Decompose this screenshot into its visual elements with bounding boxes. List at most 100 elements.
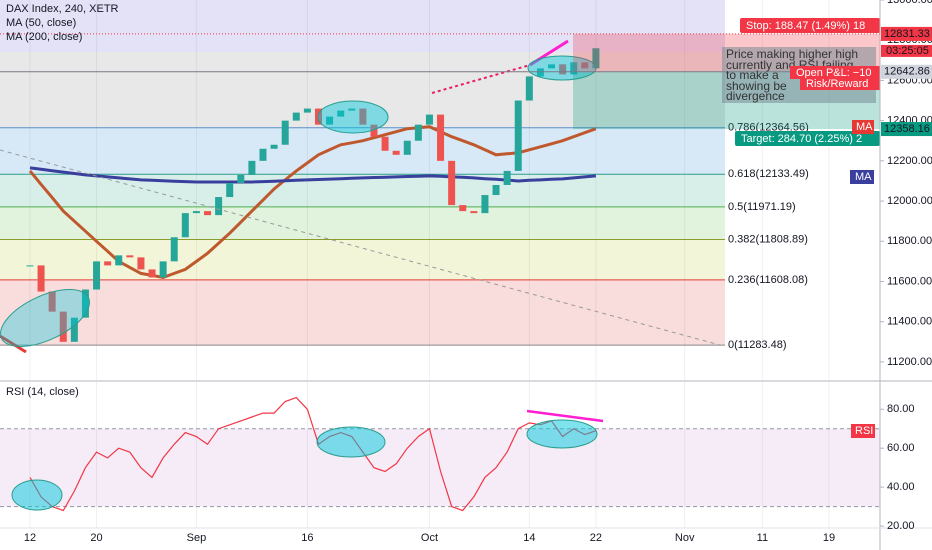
fib-label: 0.236(11608.08): [728, 274, 808, 286]
price-tag: 12642.86: [884, 66, 930, 78]
divergence-line-dotted: [431, 64, 531, 94]
target-label-box: [735, 131, 880, 146]
x-tick-label: Oct: [421, 532, 438, 544]
candle: [470, 211, 478, 214]
candle: [59, 311, 67, 342]
fib-label: 0.786(12364.56): [728, 122, 809, 134]
x-tick-label: 11: [757, 532, 768, 544]
ma-tag-box: [852, 120, 874, 134]
series-line: [29, 166, 597, 184]
highlight-ellipse: [11, 479, 63, 511]
candle: [37, 265, 45, 292]
candle: [403, 140, 411, 155]
candle: [459, 205, 467, 212]
series-line: [28, 125, 597, 280]
candle: [226, 182, 234, 198]
candle: [492, 184, 500, 196]
legend-entry: MA (50, close): [6, 17, 76, 29]
y-tick-label: 11400.00: [887, 316, 932, 328]
candle: [159, 261, 167, 278]
candle: [448, 160, 456, 206]
price-tag-box: [881, 64, 932, 79]
highlight-ellipse: [0, 289, 90, 347]
fib-band: [0, 174, 725, 207]
candle: [248, 160, 256, 175]
y-tick-label: 12200.00: [887, 155, 932, 167]
y-tick-label: 11200.00: [887, 356, 932, 368]
y-tick-label: 20.00: [887, 520, 915, 532]
rsi-tag-box: [851, 424, 875, 438]
y-tick-label: 13000.00: [887, 0, 932, 6]
candle: [592, 48, 600, 69]
rr-label-box: [800, 78, 880, 90]
candle: [548, 64, 556, 69]
candle: [93, 261, 101, 290]
candle: [281, 120, 289, 145]
fib-band: [0, 279, 725, 346]
target-label: Target: 284.70 (2.25%) 2: [741, 133, 862, 145]
fib-label: 0.618(12133.49): [728, 168, 809, 180]
stop-label-box: [740, 18, 880, 33]
x-tick-label: 19: [823, 532, 835, 544]
highlight-ellipse: [316, 426, 386, 458]
x-tick-label: Sep: [187, 532, 207, 544]
note-line: showing be: [726, 79, 787, 93]
x-tick-label: 20: [90, 532, 102, 544]
x-tick-label: 14: [523, 532, 535, 544]
price-tag-box: [881, 122, 932, 137]
fib-band: [0, 127, 725, 175]
candle: [181, 213, 189, 238]
fib-band: [0, 206, 725, 240]
candle: [81, 289, 89, 318]
candle: [137, 257, 145, 270]
note-line: divergence: [726, 89, 785, 103]
stop-label: Stop: 188.47 (1.49%) 18: [746, 20, 865, 32]
candle: [126, 255, 134, 258]
candle: [581, 62, 589, 69]
y-tick-label: 60.00: [887, 442, 915, 454]
highlight-ellipse: [526, 419, 598, 449]
upper-fib-band: [0, 0, 725, 52]
candle: [104, 261, 112, 266]
rsi-tag: RSI: [855, 425, 873, 437]
note-line: Price making higher high: [726, 47, 858, 61]
candle: [337, 110, 345, 117]
legend-entry: DAX Index, 240, XETR: [6, 3, 119, 15]
x-tick-label: 22: [590, 532, 602, 544]
background-layer: [0, 0, 725, 128]
candle: [414, 124, 422, 141]
candle: [559, 64, 567, 75]
candle: [259, 148, 267, 161]
candle: [192, 211, 200, 214]
candle: [481, 195, 489, 214]
pnl-label-box: [790, 66, 880, 79]
candle: [536, 68, 544, 77]
candle: [26, 265, 34, 267]
candle: [370, 124, 378, 137]
y-tick-label: 12000.00: [887, 195, 932, 207]
fib-label: 0.5(11971.19): [728, 201, 796, 213]
ma-tag-box: [850, 170, 874, 184]
x-tick-label: 16: [301, 532, 313, 544]
legend-entry: RSI (14, close): [6, 386, 79, 398]
candle: [237, 174, 245, 183]
candle: [215, 197, 223, 216]
fib-label: 0(11283.48): [728, 339, 787, 351]
divergence-line: [529, 39, 569, 67]
candle: [115, 255, 123, 266]
candle: [204, 211, 212, 216]
ma-tag: MA: [856, 121, 873, 133]
pnl-label: Open P&L: −10: [796, 67, 872, 79]
annotations: [0, 39, 721, 511]
y-tick-label: 11600.00: [887, 275, 932, 287]
legend: DAX Index, 240, XETR MA (50, close) MA (…: [6, 3, 119, 398]
candle: [70, 317, 78, 342]
fib-label: 0.382(11808.89): [728, 233, 808, 245]
candle: [437, 114, 445, 161]
x-tick-label: 12: [24, 532, 36, 544]
candle: [326, 116, 334, 125]
main-layer: 0.786(12364.56) 0.618(12133.49) 0.5(11971.…: [0, 0, 880, 528]
candle: [525, 76, 533, 101]
